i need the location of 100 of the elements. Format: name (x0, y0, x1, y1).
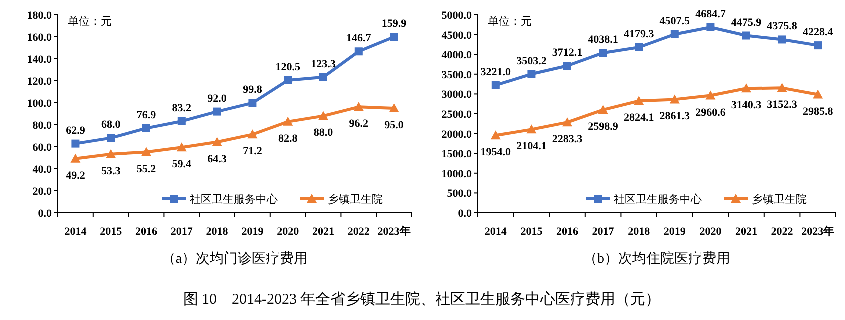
point (176, 142, 187, 152)
point (526, 124, 537, 134)
point (490, 130, 501, 140)
point (72, 140, 80, 148)
x-tick-label: 2023年 (802, 225, 835, 238)
point (107, 134, 116, 142)
data-label: 159.9 (382, 18, 408, 30)
point (70, 154, 81, 163)
y-tick-label: 120.0 (27, 76, 52, 88)
point (670, 94, 680, 104)
point (389, 104, 400, 112)
x-tick-label: 2016 (136, 226, 158, 238)
x-tick-label: 2015 (520, 226, 544, 238)
data-label: 88.0 (314, 127, 334, 140)
y-tick-label: 2500.0 (442, 109, 472, 121)
y-tick-label: 0.0 (458, 208, 472, 220)
data-label: 4507.5 (660, 16, 691, 28)
point (284, 76, 292, 84)
y-tick-label: 80.0 (32, 120, 52, 132)
data-label: 2861.3 (660, 110, 691, 123)
point (354, 48, 363, 56)
point (492, 81, 500, 90)
point (528, 70, 536, 78)
data-label: 123.3 (311, 58, 336, 70)
x-axis-title: （a）次均门诊医疗费用 (162, 251, 308, 267)
point (598, 105, 608, 114)
y-tick-label: 40.0 (32, 164, 52, 176)
y-tick-label: 4500.0 (442, 30, 472, 42)
legend-label: 社区卫生服务中心 (190, 193, 278, 206)
point (318, 111, 328, 120)
point (562, 118, 572, 127)
data-label: 146.7 (346, 32, 372, 45)
point (178, 117, 186, 126)
legend-label: 乡镇卫生院 (752, 193, 807, 206)
point (742, 32, 750, 40)
data-label: 82.8 (278, 132, 298, 145)
data-label: 1954.0 (480, 146, 512, 159)
y-tick-label: 5000.0 (442, 10, 472, 22)
data-label: 99.8 (243, 84, 263, 96)
y-tick-label: 3500.0 (442, 69, 472, 82)
y-tick-label: 1000.0 (442, 168, 472, 180)
x-tick-label: 2018 (206, 226, 229, 238)
y-tick-label: 20.0 (32, 186, 52, 198)
data-label: 53.3 (101, 165, 122, 178)
point (742, 84, 752, 93)
point (706, 90, 716, 100)
x-tick-label: 2014 (64, 226, 88, 238)
point (777, 83, 788, 92)
annotation: 单位：元 (488, 15, 532, 28)
data-label: 3140.3 (731, 100, 762, 112)
data-label: 64.3 (208, 153, 228, 166)
x-tick-label: 2015 (100, 226, 123, 238)
point (212, 137, 222, 146)
y-tick-label: 0.0 (38, 208, 52, 220)
point (248, 130, 258, 139)
data-label: 4038.1 (588, 34, 618, 46)
y-tick-label: 4000.0 (442, 50, 472, 62)
y-tick-label: 100.0 (27, 98, 52, 110)
point (564, 62, 572, 70)
x-tick-label: 2020 (277, 226, 300, 238)
data-label: 2598.9 (588, 121, 619, 134)
x-tick-label: 2018 (628, 226, 651, 238)
x-tick-label: 2017 (592, 226, 615, 238)
data-label: 95.0 (384, 120, 404, 132)
point (599, 49, 608, 58)
data-label: 3503.2 (516, 55, 548, 68)
data-label: 4475.9 (731, 16, 762, 29)
data-label: 3152.3 (767, 99, 798, 112)
data-label: 2283.3 (552, 134, 584, 146)
x-tick-label: 2019 (242, 226, 264, 238)
data-label: 2104.1 (516, 140, 547, 153)
point (142, 124, 150, 132)
y-tick-label: 140.0 (27, 54, 52, 66)
x-tick-label: 2016 (556, 226, 579, 238)
x-axis-title: （b）次均住院医疗费用 (584, 251, 730, 267)
x-tick-label: 2020 (700, 226, 722, 238)
data-label: 92.0 (208, 92, 228, 105)
data-label: 4228.4 (802, 26, 834, 39)
point (706, 23, 715, 32)
data-label: 3221.0 (480, 66, 512, 78)
legend-label: 社区卫生服务中心 (614, 193, 702, 206)
data-label: 3712.1 (552, 47, 583, 59)
x-tick-label: 2014 (484, 226, 508, 238)
data-label: 4375.8 (767, 20, 798, 33)
y-tick-label: 3000.0 (442, 89, 472, 102)
y-tick-label: 1500.0 (442, 148, 472, 161)
data-label: 71.2 (243, 146, 263, 158)
data-label: 2985.8 (802, 106, 834, 118)
data-label: 96.2 (349, 118, 370, 130)
data-label: 68.0 (101, 119, 122, 132)
y-tick-label: 2000.0 (442, 128, 472, 141)
caption: 图 10 2014-2023 年全省乡镇卫生院、社区卫生服务中心医疗费用（元） (183, 291, 661, 308)
data-label: 120.5 (276, 61, 301, 74)
point (248, 99, 257, 108)
data-label: 4179.3 (624, 28, 655, 40)
point (778, 36, 786, 44)
point (814, 42, 822, 50)
x-tick-label: 2022 (771, 226, 794, 238)
data-label: 62.9 (66, 124, 86, 137)
point (320, 73, 328, 82)
